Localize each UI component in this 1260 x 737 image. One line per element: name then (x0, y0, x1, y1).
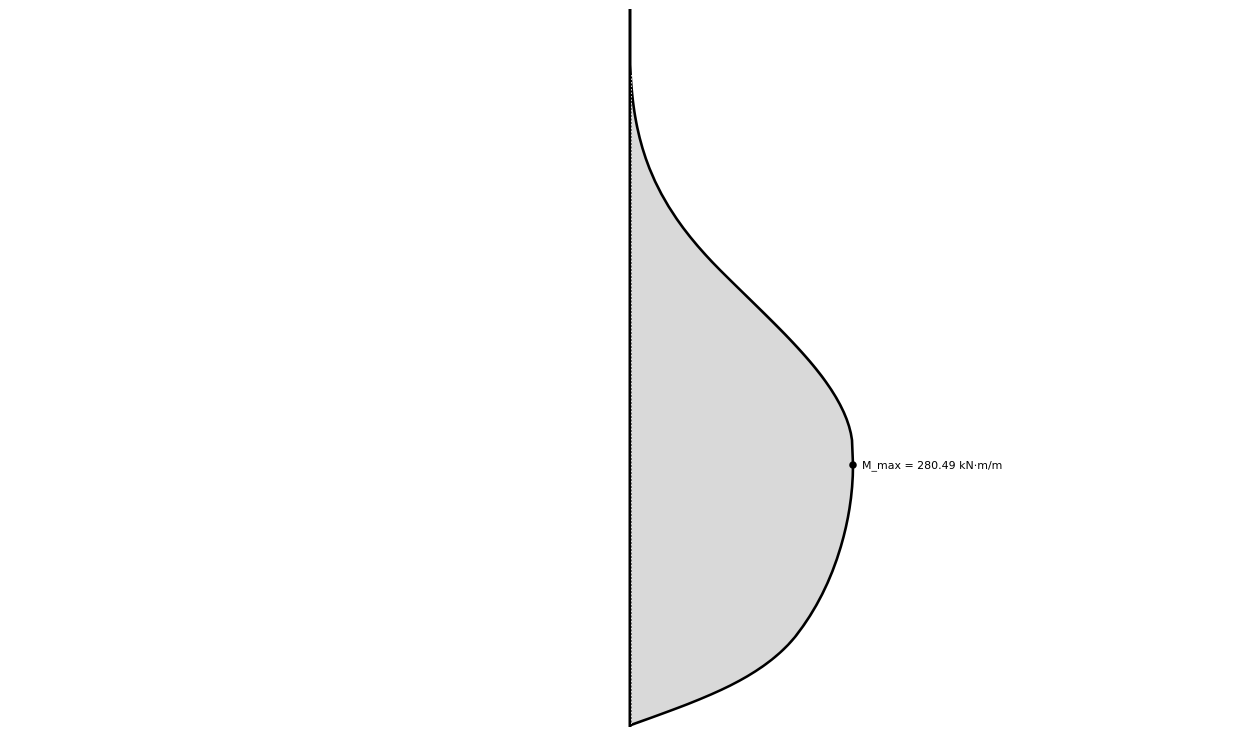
max-moment-marker (849, 461, 857, 469)
moment-area-fill (630, 58, 853, 725)
max-moment-label: M_max = 280.49 kN·m/m (862, 459, 1002, 472)
moment-curve (628, 57, 855, 727)
